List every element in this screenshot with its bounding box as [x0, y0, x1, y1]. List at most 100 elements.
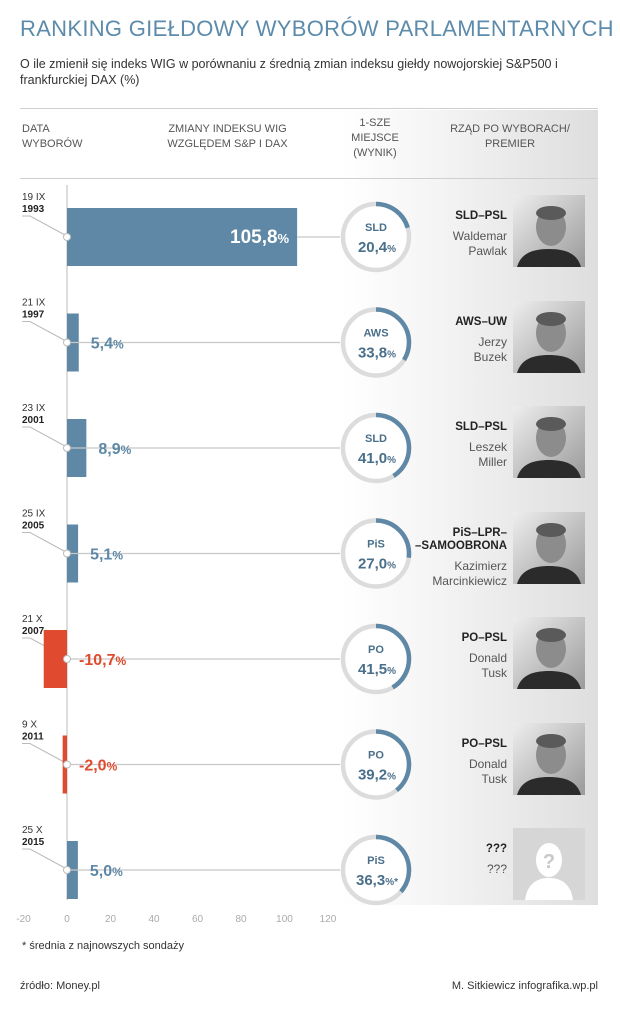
date-label: 25 X	[22, 825, 43, 836]
date-label: 19 IX	[22, 192, 46, 203]
ring-arc	[340, 834, 412, 906]
zero-marker	[63, 866, 71, 874]
header-top-rule	[20, 108, 598, 109]
date-connector	[22, 532, 66, 552]
date-label: 21 IX	[22, 298, 46, 309]
x-tick-label: 120	[320, 914, 337, 925]
ring-arc	[340, 623, 412, 695]
footnote: * średnia z najnowszych sondaży	[22, 940, 185, 952]
winner-percent: 33,8%	[358, 345, 396, 362]
value-percent-sign: %	[115, 654, 126, 668]
government-entry: PiS–LPR– –SAMOOBRONA Kazimierz Marcinkiewic…	[415, 527, 507, 589]
value-percent-sign: %	[113, 338, 124, 352]
header-govt-line1: RZĄD PO WYBORACH/	[450, 123, 570, 135]
date-label: 9 X	[22, 720, 37, 731]
prime-minister-photo	[513, 300, 585, 373]
government-entry: AWS–UW Jerzy Buzek	[415, 316, 507, 365]
value-label: -2,0%	[79, 758, 118, 775]
winner-party: AWS	[363, 328, 388, 340]
prime-minister-name: Donald Tusk	[468, 756, 507, 786]
coalition-name: PO–PSL	[461, 632, 507, 644]
ring-background	[341, 729, 411, 800]
winner-percent: 36,3%*	[356, 872, 398, 889]
winner-percent-sign: %	[387, 666, 396, 677]
date-connector	[22, 426, 66, 447]
prime-minister-name: ???	[486, 862, 507, 876]
winner-percent: 41,0%	[358, 450, 396, 467]
coalition-name: AWS–UW	[455, 315, 507, 328]
winner-percent: 27,0%	[358, 556, 396, 573]
prime-minister-name: Donald Tusk	[468, 651, 507, 680]
value-label: 5,4%	[91, 336, 124, 353]
year-label: 1997	[22, 310, 45, 321]
winner-percent-sign: %	[387, 455, 396, 466]
year-label: 2005	[22, 521, 45, 532]
prime-minister-photo	[513, 722, 585, 795]
ring-arc	[340, 412, 412, 484]
unknown-person-icon: ?	[513, 828, 585, 900]
value-label: 105,8%	[230, 227, 290, 248]
winner-party: PO	[368, 750, 384, 762]
zero-marker	[63, 338, 71, 347]
year-label: 2001	[22, 415, 45, 426]
ring-background	[341, 307, 411, 378]
value-percent-sign: %	[121, 443, 132, 457]
ring-arc	[340, 518, 412, 589]
winner-percent-sign: %	[387, 772, 396, 783]
year-label: 2007	[22, 626, 45, 637]
value-bar	[67, 208, 298, 266]
winner-party: PiS	[367, 539, 385, 551]
header-date-line1: DATA	[22, 123, 50, 135]
winner-percent: 41,5%	[358, 661, 396, 678]
header-first-place: 1-SZE MIEJSCE (WYNIK)	[335, 116, 415, 161]
header-government: RZĄD PO WYBORACH/ PREMIER	[425, 122, 595, 152]
year-label: 1993	[22, 204, 45, 215]
header-first-line3: (WYNIK)	[353, 147, 397, 159]
winner-party: SLD	[365, 433, 387, 445]
page-title: RANKING GIEŁDOWY WYBORÓW PARLAMENTARNYCH	[20, 16, 614, 41]
coalition-name: PO–PSL	[461, 737, 507, 750]
ring-arc	[340, 307, 412, 378]
date-connector	[22, 743, 66, 763]
winner-percent-sign: %*	[385, 877, 398, 888]
prime-minister-photo	[513, 406, 585, 478]
date-label: 21 X	[22, 614, 43, 625]
zero-marker	[63, 549, 71, 558]
winner-party: PO	[368, 644, 384, 656]
prime-minister-photo	[513, 511, 585, 584]
coalition-name: SLD–PSL	[455, 210, 507, 222]
header-govt-line2: PREMIER	[484, 138, 536, 150]
prime-minister-photo	[513, 617, 585, 689]
government-entry: SLD–PSL Leszek Miller	[415, 421, 507, 470]
year-label: 2015	[22, 837, 45, 848]
ring-background	[341, 413, 411, 483]
x-tick-label: 80	[235, 914, 247, 925]
winner-percent-sign: %	[387, 350, 396, 361]
zero-marker	[63, 760, 71, 769]
government-entry: SLD–PSL Waldemar Pawlak	[415, 210, 507, 259]
value-percent-sign: %	[107, 760, 118, 774]
prime-minister-name: Jerzy Buzek	[473, 334, 507, 364]
header-bottom-rule	[20, 178, 598, 179]
x-tick-label: 100	[276, 914, 293, 925]
credit: M. Sitkiewicz infografika.wp.pl	[451, 980, 598, 992]
ring-background	[341, 202, 411, 272]
header-wig: ZMIANY INDEKSU WIG WZGLĘDEM S&P I DAX	[140, 122, 315, 152]
date-connector	[22, 321, 66, 341]
year-label: 2011	[22, 732, 44, 743]
ring-background	[341, 518, 411, 589]
header-date: DATA WYBORÓW	[22, 122, 83, 152]
government-entry: ??????	[415, 843, 507, 877]
date-connector	[22, 215, 66, 236]
value-label: 8,9%	[98, 441, 131, 458]
prime-minister-name: Waldemar Pawlak	[452, 229, 507, 258]
x-tick-label: -20	[16, 914, 31, 925]
ring-background	[341, 835, 411, 905]
subtitle: O ile zmienił się indeks WIG w porównani…	[20, 57, 558, 87]
value-percent-sign: %	[278, 231, 290, 246]
winner-party: PiS	[367, 855, 385, 867]
value-percent-sign: %	[112, 549, 123, 563]
winner-percent: 20,4%	[358, 239, 396, 256]
value-label: 5,0%	[90, 863, 123, 880]
